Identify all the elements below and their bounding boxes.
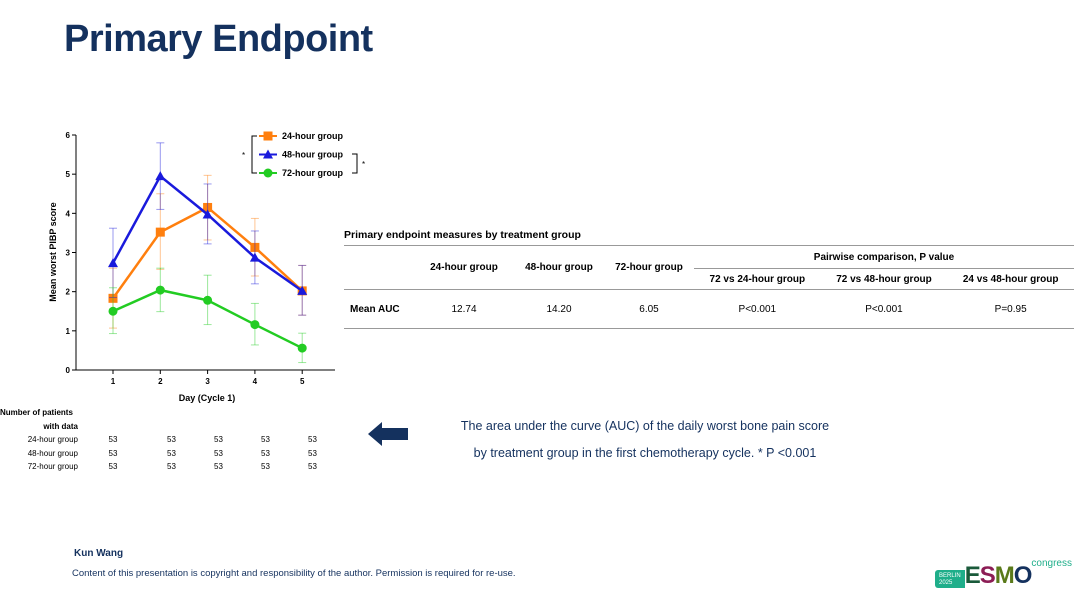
data-point [250, 242, 260, 252]
data-point [155, 171, 166, 181]
data-point [297, 285, 308, 295]
x-tick-label: 3 [205, 377, 210, 386]
y-tick-label: 4 [66, 209, 71, 218]
table-row: 48-hour group 53 53 53 53 53 [0, 447, 336, 461]
endpoint-table: Primary endpoint measures by treatment g… [344, 229, 1074, 329]
data-point [108, 293, 118, 303]
legend-label: 24-hour group [282, 131, 343, 141]
data-point [202, 209, 213, 219]
logo-year: 2025 [939, 580, 953, 586]
table-row: Mean AUC 12.74 14.20 6.05 P<0.001 P<0.00… [344, 289, 1074, 329]
legend-marker [263, 131, 273, 141]
col-header: 48-hour group [525, 262, 593, 273]
cell: 53 [261, 435, 270, 445]
cell: 12.74 [451, 303, 477, 315]
col-header: 72 vs 24-hour group [709, 273, 806, 285]
legend-label: 72-hour group [282, 168, 343, 178]
legend-label: 48-hour group [282, 150, 343, 160]
cell: 53 [167, 462, 176, 472]
cell: 53 [214, 448, 223, 458]
figure-caption: The area under the curve (AUC) of the da… [440, 413, 850, 467]
line-chart: 0 1 2 3 4 5 6 1 2 3 4 5 24-hour group 48-hour group 72… [48, 131, 365, 403]
cell: P<0.001 [738, 303, 777, 315]
data-point [108, 258, 118, 268]
esmo-logo: BERLIN 2025 ESMO congress [935, 558, 1072, 588]
col-header: 24 vs 48-hour group [962, 273, 1059, 285]
cell: 14.20 [546, 303, 572, 315]
logo-brand: ESMO [964, 562, 1033, 589]
legend-marker [263, 149, 273, 159]
y-tick-label: 5 [66, 170, 71, 179]
arrow-left-icon [368, 422, 408, 446]
cell: 53 [167, 435, 176, 445]
cell: 53 [108, 435, 118, 445]
y-tick-label: 1 [66, 327, 71, 336]
row-label: 24-hour group [27, 435, 78, 445]
cell: 53 [308, 448, 317, 458]
x-tick-label: 5 [300, 377, 305, 386]
logo-suffix: congress [1031, 558, 1072, 569]
cell: 53 [261, 448, 270, 458]
cell: 53 [308, 462, 317, 472]
data-point [203, 295, 213, 305]
row-label: 48-hour group [27, 448, 78, 458]
author: Kun Wang [74, 548, 124, 559]
pairwise-header: Pairwise comparison, P value [694, 245, 1074, 269]
data-point [108, 306, 118, 316]
data-point [203, 202, 213, 212]
significance-marker: * [242, 151, 245, 160]
table-row: 72-hour group 53 53 53 53 53 [0, 460, 336, 474]
y-tick-label: 2 [66, 288, 71, 297]
patients-header: with data [43, 421, 78, 431]
cell: P<0.001 [865, 303, 903, 315]
col-header: 24-hour group [430, 262, 498, 273]
x-tick-label: 2 [158, 377, 163, 386]
x-tick-label: 1 [111, 377, 116, 386]
cell: 53 [108, 448, 118, 458]
patients-header: Number of patients [0, 408, 73, 418]
caption-line: by treatment group in the first chemothe… [473, 446, 817, 460]
copyright-notice: Content of this presentation is copyrigh… [72, 568, 516, 579]
legend-marker [263, 168, 273, 178]
table-caption: Primary endpoint measures by treatment g… [344, 229, 581, 241]
cell: 6.05 [639, 303, 659, 315]
y-tick-label: 6 [66, 131, 71, 140]
logo-city: BERLIN [939, 573, 961, 579]
page-title: Primary Endpoint [64, 18, 373, 60]
significance-bracket [251, 135, 257, 174]
x-tick-label: 4 [253, 377, 258, 386]
data-point [155, 227, 165, 237]
y-tick-label: 3 [66, 249, 71, 258]
col-header: 72-hour group [615, 262, 683, 273]
y-tick-label: 0 [66, 366, 71, 375]
cell: 53 [108, 462, 118, 472]
row-label: 72-hour group [27, 462, 78, 472]
x-axis-label: Day (Cycle 1) [179, 393, 236, 403]
data-point [250, 320, 260, 330]
cell: 53 [261, 462, 270, 472]
table-row: 24-hour group 53 53 53 53 53 [0, 433, 336, 447]
caption-line: The area under the curve (AUC) of the da… [460, 419, 830, 433]
cell: P=0.95 [994, 303, 1027, 315]
significance-bracket [352, 153, 358, 174]
patients-table: Number of patients with data 24-hour gro… [0, 406, 336, 474]
data-point [155, 285, 165, 295]
significance-marker: * [362, 160, 365, 169]
col-header: 72 vs 48-hour group [836, 273, 932, 285]
data-point [249, 252, 260, 262]
cell: 53 [308, 435, 317, 445]
data-point [297, 343, 307, 353]
cell: 53 [167, 448, 176, 458]
cell: 53 [214, 435, 223, 445]
y-axis-label: Mean worst PIBP score [48, 202, 58, 301]
cell: 53 [214, 462, 223, 472]
row-label: Mean AUC [350, 303, 400, 315]
